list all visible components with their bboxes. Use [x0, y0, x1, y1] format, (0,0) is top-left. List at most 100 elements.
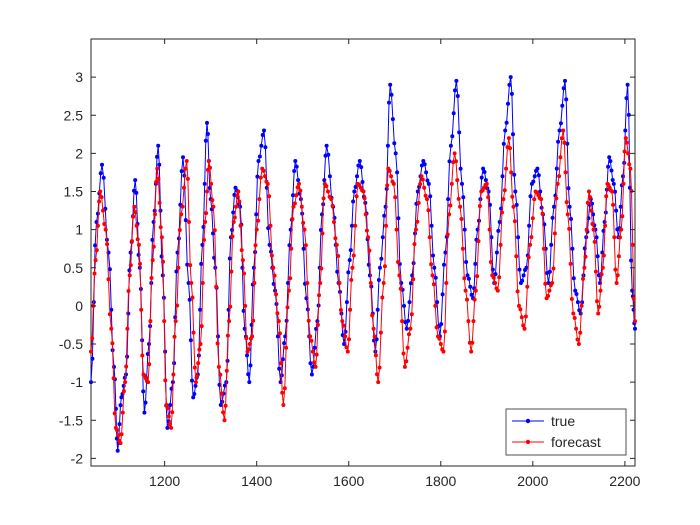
data-point-forecast — [525, 284, 530, 289]
data-point-true — [389, 92, 394, 97]
data-point-true — [187, 297, 192, 302]
data-point-forecast — [422, 185, 427, 190]
data-point-true — [482, 170, 487, 174]
data-point-true — [155, 154, 159, 159]
data-point-forecast — [193, 380, 198, 385]
data-point-forecast — [261, 168, 266, 173]
data-point-true — [367, 273, 372, 278]
data-point-forecast — [612, 235, 617, 240]
data-point-true — [602, 220, 607, 224]
data-point-forecast — [166, 414, 171, 419]
data-point-true — [275, 334, 280, 339]
data-point-true — [535, 166, 540, 171]
data-point-forecast — [442, 329, 447, 334]
data-point-forecast — [163, 378, 168, 383]
data-point-forecast — [437, 336, 442, 341]
data-point-forecast — [515, 289, 520, 294]
data-point-forecast — [348, 307, 353, 312]
data-point-forecast — [491, 275, 496, 280]
data-point-forecast — [378, 330, 383, 335]
data-point-forecast — [180, 204, 185, 209]
data-point-forecast — [618, 235, 622, 240]
data-point-forecast — [94, 248, 99, 253]
data-point-forecast — [131, 214, 136, 219]
data-point-true — [460, 181, 464, 186]
data-point-forecast — [247, 342, 252, 346]
data-point-forecast — [568, 261, 573, 266]
data-point-forecast — [569, 297, 574, 301]
data-point-forecast — [557, 174, 562, 179]
data-point-forecast — [239, 248, 244, 253]
data-point-true — [450, 134, 455, 139]
data-point-true — [451, 111, 456, 116]
data-point-true — [392, 141, 397, 146]
data-point-forecast — [214, 284, 219, 289]
data-point-forecast — [613, 267, 618, 272]
data-point-true — [346, 270, 351, 275]
data-point-forecast — [336, 254, 341, 258]
data-point-forecast — [170, 410, 175, 415]
data-point-forecast — [614, 281, 619, 285]
data-point-true — [211, 231, 215, 236]
data-point-true — [442, 262, 446, 267]
data-point-forecast — [353, 223, 358, 228]
data-point-forecast — [413, 227, 418, 232]
data-point-forecast — [381, 281, 386, 285]
data-point-true — [432, 265, 437, 270]
data-point-forecast — [376, 380, 381, 385]
data-point-forecast — [375, 372, 379, 377]
data-point-forecast — [591, 227, 596, 232]
data-point-forecast — [150, 258, 155, 263]
data-point-true — [402, 303, 406, 308]
data-point-forecast — [377, 365, 382, 370]
data-point-true — [287, 243, 292, 248]
data-point-forecast — [289, 246, 294, 251]
data-point-forecast — [523, 314, 528, 319]
data-point-forecast — [285, 305, 290, 310]
data-point-true — [623, 128, 628, 133]
data-point-forecast — [407, 332, 411, 337]
data-point-forecast — [329, 197, 334, 202]
data-point-true — [574, 292, 579, 296]
data-point-forecast — [585, 200, 590, 205]
data-point-true — [577, 308, 582, 313]
data-point-forecast — [588, 195, 593, 200]
data-point-forecast — [630, 242, 635, 247]
data-point-forecast — [596, 311, 601, 316]
data-point-forecast — [208, 165, 212, 170]
data-point-forecast — [115, 428, 119, 433]
data-point-forecast — [514, 254, 519, 259]
data-point-forecast — [219, 391, 224, 396]
data-point-forecast — [418, 182, 423, 187]
data-point-true — [443, 250, 448, 255]
data-point-forecast — [120, 410, 125, 415]
data-point-forecast — [484, 181, 489, 186]
data-point-true — [532, 174, 537, 179]
data-point-true — [390, 117, 395, 122]
data-point-true — [566, 186, 571, 191]
data-point-forecast — [340, 319, 345, 324]
data-point-true — [493, 272, 498, 277]
data-point-true — [506, 101, 510, 106]
data-point-forecast — [624, 140, 629, 145]
data-point-forecast — [509, 170, 514, 175]
data-point-forecast — [405, 345, 410, 350]
data-point-forecast — [202, 237, 206, 242]
data-point-forecast — [227, 319, 232, 324]
data-point-forecast — [216, 364, 221, 369]
data-point-forecast — [225, 333, 230, 338]
data-point-forecast — [595, 299, 599, 304]
data-point-forecast — [151, 244, 156, 249]
data-point-forecast — [338, 308, 343, 312]
data-point-true — [352, 189, 357, 194]
x-tick-label: 1400 — [241, 473, 272, 489]
data-point-forecast — [488, 260, 493, 264]
data-point-forecast — [471, 319, 476, 324]
data-point-forecast — [622, 149, 627, 154]
data-point-forecast — [159, 235, 164, 240]
data-point-forecast — [631, 296, 636, 301]
data-point-forecast — [195, 374, 200, 379]
data-point-true — [379, 256, 384, 261]
data-point-forecast — [135, 237, 140, 242]
y-tick-label: 1 — [75, 222, 83, 238]
